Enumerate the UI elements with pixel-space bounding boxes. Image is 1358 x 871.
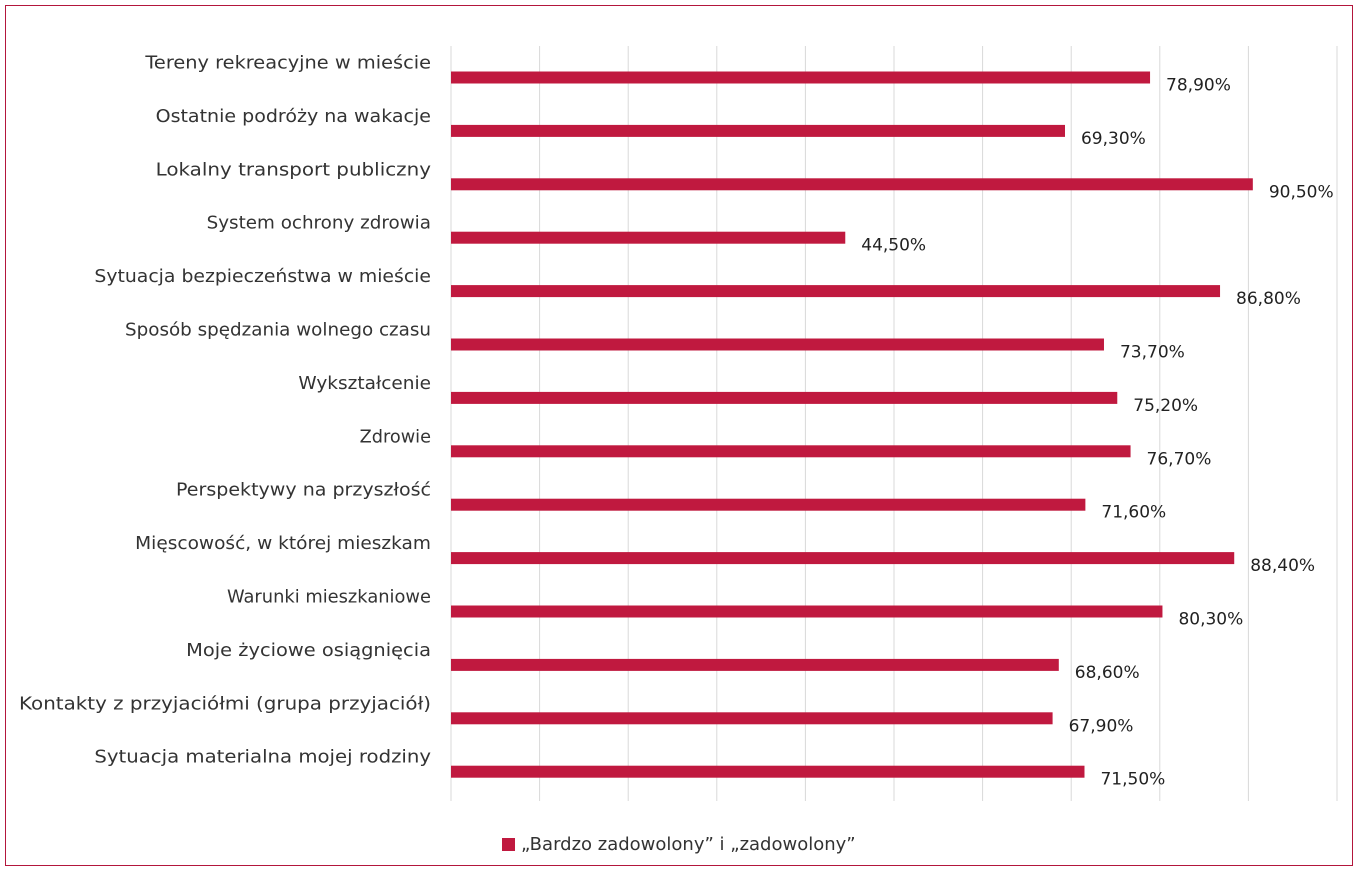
bar (451, 712, 1053, 725)
value-label: 71,60% (1101, 503, 1166, 523)
value-label: 80,30% (1178, 610, 1243, 630)
category-label: Ostatnie podróży na wakacje (156, 106, 431, 127)
bar (451, 605, 1163, 618)
category-label: Kontakty z przyjaciółmi (grupa przyjació… (19, 693, 431, 714)
legend: „Bardzo zadowolony” i „zadowolony” (502, 832, 856, 856)
category-label: Sposób spędzania wolnego czasu (125, 320, 431, 341)
value-label: 75,20% (1133, 396, 1198, 416)
category-label: Sytuacja bezpieczeństwa w mieście (94, 266, 431, 287)
value-labels: 78,90% 69,30% 90,50% 44,50% 86,80% 73,70% 75,2… (861, 76, 1333, 790)
bar (451, 71, 1151, 84)
category-label: Moje życiowe osiągnięcia (186, 640, 431, 661)
category-label: Zdrowie (360, 426, 431, 447)
value-label: 71,50% (1100, 770, 1165, 790)
category-label: System ochrony zdrowia (207, 213, 431, 234)
value-label: 69,30% (1081, 129, 1146, 149)
value-label: 67,90% (1069, 716, 1134, 736)
value-label: 68,60% (1075, 663, 1140, 683)
bar (451, 178, 1253, 191)
bar-chart: Tereny rekreacyjne w mieście Ostatnie pod… (19, 46, 1338, 801)
value-label: 78,90% (1166, 76, 1231, 96)
bar (451, 658, 1059, 671)
bar (451, 231, 846, 244)
legend-label: „Bardzo zadowolony” i „zadowolony” (521, 833, 856, 855)
bar (451, 391, 1118, 404)
legend-swatch (502, 837, 515, 851)
category-label: Tereny rekreacyjne w mieście (144, 53, 431, 74)
category-label: Warunki mieszkaniowe (227, 587, 431, 608)
category-label: Wykształcenie (298, 373, 431, 394)
bars (451, 71, 1253, 778)
category-label: Mięscowość, w której mieszkam (135, 533, 431, 554)
category-label: Sytuacja materialna mojej rodziny (94, 747, 431, 768)
category-label: Perspektywy na przyszłość (176, 480, 431, 501)
bar (451, 124, 1065, 137)
category-labels: Tereny rekreacyjne w mieście Ostatnie pod… (19, 53, 431, 768)
value-label: 76,70% (1147, 449, 1212, 469)
value-label: 88,40% (1250, 556, 1315, 576)
bar (451, 445, 1131, 458)
value-label: 44,50% (861, 236, 926, 256)
grid-lines (450, 46, 1338, 801)
bar (451, 765, 1085, 778)
chart-frame: Tereny rekreacyjne w mieście Ostatnie pod… (5, 5, 1353, 866)
value-label: 90,50% (1269, 182, 1334, 202)
bar (451, 552, 1235, 565)
bar (451, 338, 1104, 351)
category-label: Lokalny transport publiczny (156, 159, 432, 180)
value-label: 86,80% (1236, 289, 1301, 309)
bar (451, 285, 1221, 298)
value-label: 73,70% (1120, 343, 1185, 363)
bar (451, 498, 1086, 511)
